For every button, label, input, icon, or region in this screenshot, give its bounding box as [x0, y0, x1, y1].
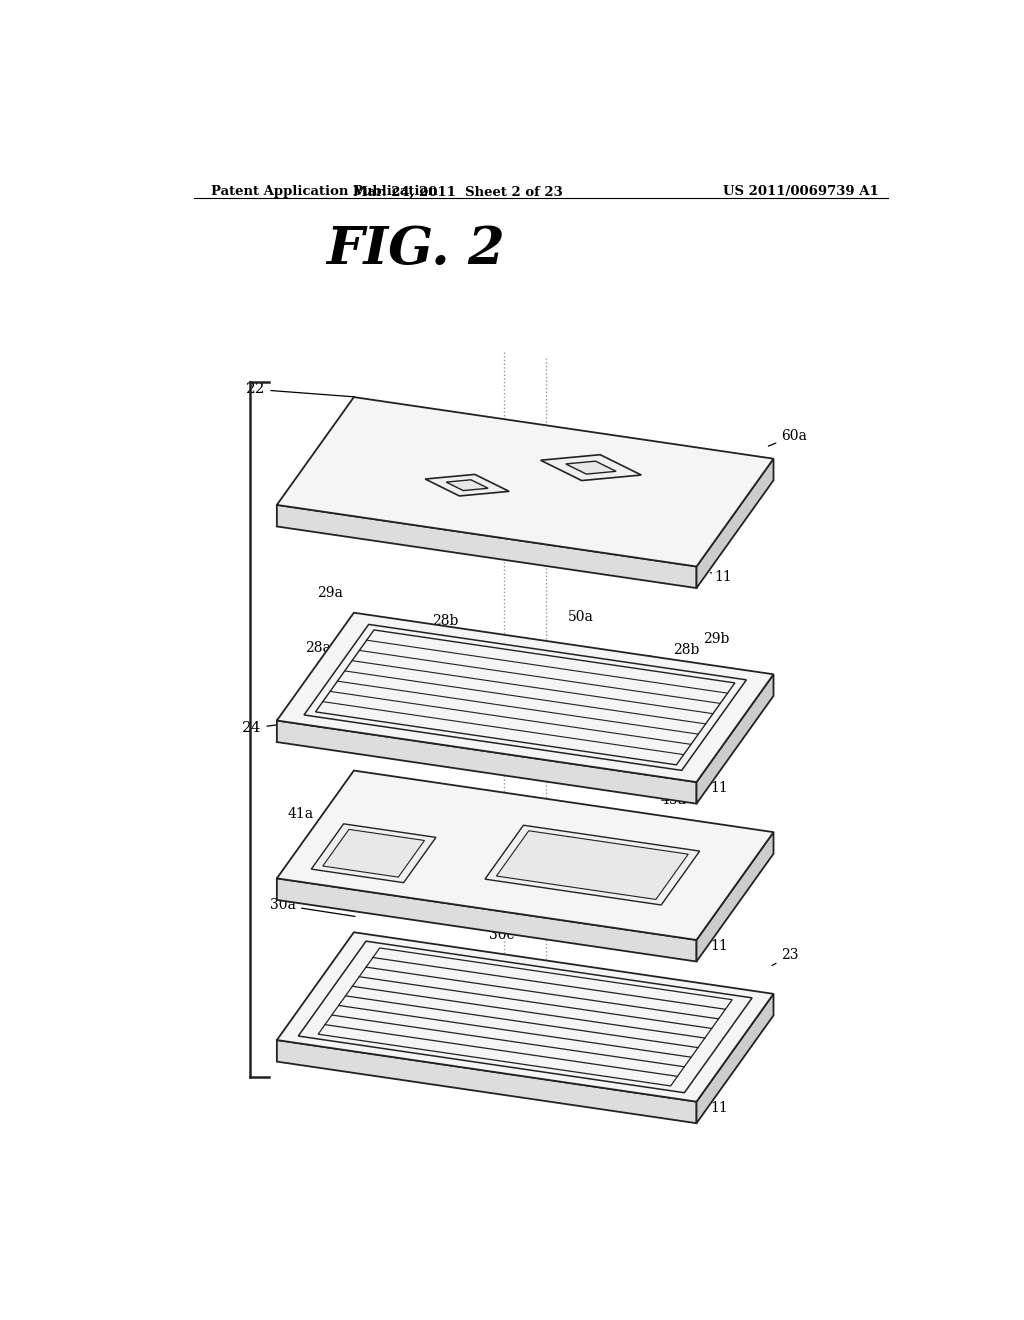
Text: 11: 11 [711, 569, 732, 583]
Text: 60b: 60b [372, 470, 461, 484]
Text: 30b: 30b [499, 1076, 524, 1089]
Text: 11: 11 [711, 1101, 728, 1115]
Text: Mar. 24, 2011  Sheet 2 of 23: Mar. 24, 2011 Sheet 2 of 23 [353, 185, 562, 198]
Polygon shape [311, 824, 436, 883]
Polygon shape [566, 461, 616, 474]
Text: 11: 11 [711, 939, 728, 953]
Text: 40b: 40b [611, 906, 637, 919]
Text: 29a: 29a [317, 586, 343, 601]
Polygon shape [276, 612, 773, 781]
Polygon shape [276, 721, 696, 804]
Text: 50a: 50a [567, 610, 594, 624]
Text: 27: 27 [366, 623, 383, 638]
Text: 45b: 45b [519, 909, 546, 924]
Text: 28a: 28a [636, 655, 662, 669]
Polygon shape [276, 878, 696, 961]
Polygon shape [276, 506, 696, 589]
Text: 11: 11 [703, 781, 728, 795]
Text: US 2011/0069739 A1: US 2011/0069739 A1 [723, 185, 879, 198]
Text: 60a: 60a [768, 429, 807, 446]
Text: 22: 22 [246, 383, 355, 397]
Polygon shape [541, 454, 641, 480]
Text: 29b: 29b [702, 632, 729, 645]
Text: FIG. 2: FIG. 2 [326, 224, 505, 275]
Text: 23: 23 [772, 948, 799, 965]
Polygon shape [497, 830, 688, 899]
Text: 41a: 41a [288, 807, 313, 821]
Polygon shape [276, 771, 773, 940]
Polygon shape [696, 459, 773, 589]
Text: 28b: 28b [674, 643, 699, 657]
Polygon shape [276, 1040, 696, 1123]
Text: 40a: 40a [436, 792, 462, 805]
Text: 30a: 30a [270, 899, 355, 916]
Text: 41b: 41b [671, 879, 697, 892]
Text: 45a: 45a [660, 793, 687, 807]
Text: 24: 24 [242, 721, 278, 735]
Polygon shape [696, 994, 773, 1123]
Polygon shape [323, 829, 425, 876]
Polygon shape [425, 474, 509, 496]
Polygon shape [276, 397, 773, 566]
Polygon shape [446, 479, 488, 491]
Text: 27: 27 [706, 682, 723, 697]
Text: 30d: 30d [631, 1071, 656, 1085]
Text: 30c: 30c [489, 928, 515, 942]
Polygon shape [696, 675, 773, 804]
Polygon shape [276, 932, 773, 1102]
Text: 50b: 50b [356, 781, 382, 795]
Polygon shape [485, 825, 699, 906]
Text: 28a: 28a [305, 640, 331, 655]
Polygon shape [696, 832, 773, 961]
Text: Patent Application Publication: Patent Application Publication [211, 185, 438, 198]
Text: 28b: 28b [432, 614, 458, 628]
